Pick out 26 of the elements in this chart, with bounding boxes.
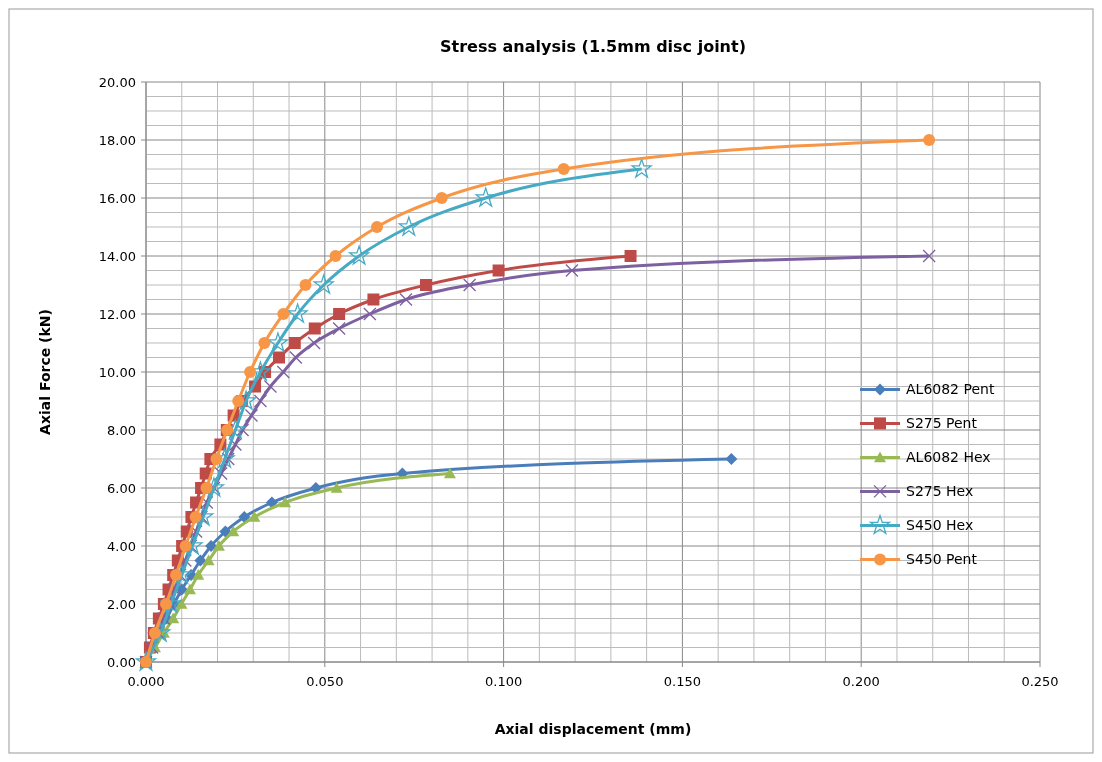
legend-label: S275 Hex <box>906 483 974 500</box>
y-tick-label: 12.00 <box>98 307 136 322</box>
chart-title: Stress analysis (1.5mm disc joint) <box>440 37 746 56</box>
y-axis-title: Axial Force (kN) <box>37 309 53 435</box>
legend-label: S450 Pent <box>906 551 978 568</box>
x-tick-label: 0.000 <box>127 674 165 689</box>
legend-label: S275 Pent <box>906 415 978 432</box>
x-tick-label: 0.200 <box>842 674 880 689</box>
y-tick-label: 10.00 <box>98 365 136 380</box>
legend-label: S450 Hex <box>906 517 974 534</box>
x-axis-title: Axial displacement (mm) <box>494 721 692 737</box>
y-tick-label: 2.00 <box>107 597 136 612</box>
x-tick-label: 0.050 <box>306 674 344 689</box>
x-tick-label: 0.250 <box>1021 674 1059 689</box>
y-tick-label: 4.00 <box>107 539 136 554</box>
legend-label: AL6082 Hex <box>906 449 991 466</box>
y-tick-label: 20.00 <box>98 75 136 90</box>
x-tick-label: 0.150 <box>663 674 702 689</box>
legend-label: AL6082 Pent <box>906 381 995 398</box>
y-tick-label: 0.00 <box>107 655 136 670</box>
y-tick-label: 16.00 <box>98 191 136 206</box>
x-tick-label: 0.100 <box>484 674 523 689</box>
y-tick-label: 18.00 <box>98 133 136 148</box>
y-tick-label: 8.00 <box>107 423 136 438</box>
y-tick-label: 14.00 <box>98 249 136 264</box>
y-tick-label: 6.00 <box>107 481 136 496</box>
